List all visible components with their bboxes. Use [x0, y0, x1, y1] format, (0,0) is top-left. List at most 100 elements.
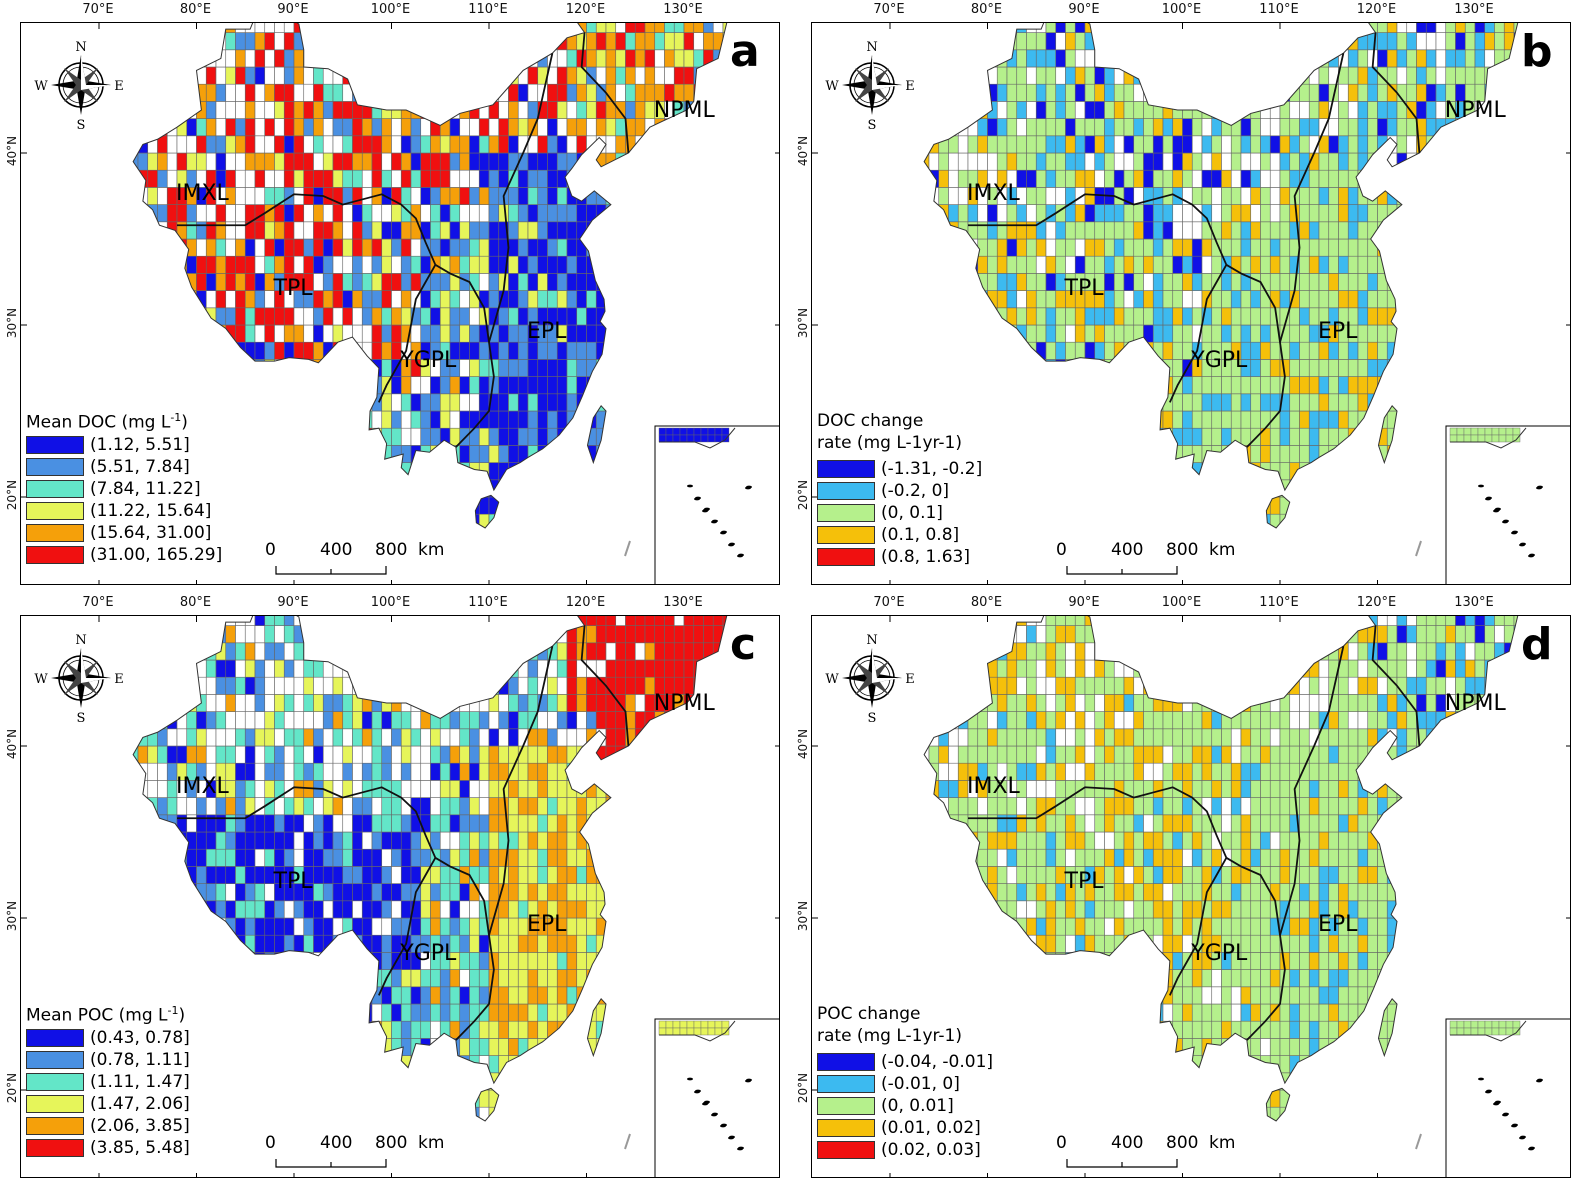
legend-swatch	[817, 1053, 875, 1071]
legend-item: (0.8, 1.63]	[817, 546, 982, 568]
map-panel-c: 70°E 80°E 90°E 100°E 110°E 120°E 130°E 40°N 30°N…	[0, 593, 791, 1186]
legend-label: (7.84, 11.22]	[90, 478, 201, 499]
lon-tick-label: 100°E	[1161, 595, 1202, 610]
map-canvas: N S E W	[812, 23, 1570, 584]
region-label-epl: EPL	[527, 318, 567, 344]
lat-tick-label: 20°N	[5, 479, 19, 511]
region-label-ygpl: YGPL	[400, 940, 457, 966]
region-label-ygpl: YGPL	[1191, 347, 1248, 373]
legend-title-line2: rate (mg L-1yr-1)	[817, 1026, 962, 1046]
legend-swatch	[817, 1141, 875, 1159]
legend-label: (0.8, 1.63]	[881, 547, 970, 567]
legend-item: (0.43, 0.78]	[26, 1027, 190, 1049]
region-label-tpl: TPL	[273, 868, 313, 894]
legend-label: (0, 0.01]	[881, 1096, 954, 1116]
legend-swatch	[26, 501, 84, 520]
legend-swatch	[817, 504, 875, 522]
lon-tick-label: 100°E	[1161, 2, 1202, 17]
region-label-npml: NPML	[1444, 691, 1506, 717]
lat-tick-label: 30°N	[5, 900, 19, 932]
legend-title: Mean DOC (mg L-1)	[26, 411, 188, 433]
region-label-imxl: IMXL	[176, 181, 229, 206]
scale-bar: 0 400 800 km	[265, 1133, 470, 1173]
legend-swatch	[26, 1072, 84, 1091]
lon-tick-label: 70°E	[82, 2, 114, 17]
region-label-imxl: IMXL	[176, 774, 229, 799]
lat-tick-label: 40°N	[5, 135, 19, 167]
svg-text:E: E	[905, 79, 915, 94]
scale-bar: 0 400 800 km	[1056, 540, 1261, 580]
map-panel-b: 70°E 80°E 90°E 100°E 110°E 120°E 130°E 40°N 30°N…	[791, 0, 1582, 593]
legend-label: (-0.01, 0]	[881, 1074, 960, 1094]
legend-label: (1.11, 1.47]	[90, 1071, 190, 1092]
legend-item: (3.85, 5.48]	[26, 1137, 190, 1159]
lon-tick-label: 110°E	[1259, 595, 1299, 610]
region-label-npml: NPML	[653, 98, 715, 124]
legend-label: (0, 0.1]	[881, 503, 943, 523]
legend-label: (15.64, 31.00]	[90, 522, 212, 543]
legend: Mean POC (mg L-1) (0.43, 0.78] (0.78, 1.11…	[26, 1000, 190, 1159]
legend-item: (31.00, 165.29]	[26, 544, 222, 566]
svg-text:W: W	[825, 79, 839, 94]
map-panel-d: 70°E 80°E 90°E 100°E 110°E 120°E 130°E 40°N 30°N…	[791, 593, 1582, 1186]
region-label-tpl: TPL	[273, 275, 313, 301]
lon-tick-label: 90°E	[1068, 595, 1100, 610]
lon-tick-label: 70°E	[82, 595, 114, 610]
legend-label: (11.22, 15.64]	[90, 500, 212, 521]
legend-item: (0.78, 1.11]	[26, 1049, 190, 1071]
legend-label: (0.43, 0.78]	[90, 1027, 190, 1048]
lat-tick-label: 40°N	[5, 728, 19, 760]
legend-swatch	[26, 1050, 84, 1069]
lon-tick-label: 110°E	[468, 595, 508, 610]
region-label-npml: NPML	[653, 691, 715, 717]
lat-tick-label: 30°N	[5, 307, 19, 339]
legend-label: (0.01, 0.02]	[881, 1118, 981, 1138]
lat-tick-label: 30°N	[796, 900, 810, 932]
region-label-ygpl: YGPL	[1191, 940, 1248, 966]
panel-letter: c	[730, 619, 757, 670]
map-panel-a: 70°E 80°E 90°E 100°E 110°E 120°E 130°E 40°N 30°N…	[0, 0, 791, 593]
lat-tick-label: 40°N	[796, 728, 810, 760]
region-label-imxl: IMXL	[967, 774, 1020, 799]
legend-item: (15.64, 31.00]	[26, 522, 222, 544]
region-label-epl: EPL	[1318, 911, 1358, 937]
legend-item: (2.06, 3.85]	[26, 1115, 190, 1137]
lon-tick-label: 120°E	[565, 2, 606, 17]
lon-tick-label: 80°E	[970, 595, 1003, 610]
south-china-sea-inset	[624, 425, 779, 584]
svg-text:W: W	[34, 79, 48, 94]
legend-item: (-0.2, 0]	[817, 480, 982, 502]
panel-letter: a	[730, 26, 760, 77]
legend-title: POC change	[817, 1004, 921, 1024]
legend-title-line2: rate (mg L-1yr-1)	[817, 433, 962, 453]
lon-tick-label: 100°E	[370, 2, 411, 17]
legend-label: (31.00, 165.29]	[90, 544, 223, 565]
region-label-ygpl: YGPL	[400, 347, 457, 373]
lon-tick-label: 90°E	[1068, 2, 1100, 17]
svg-text:N: N	[75, 40, 86, 55]
lon-tick-label: 90°E	[277, 2, 309, 17]
lon-tick-label: 130°E	[663, 2, 703, 17]
lon-tick-label: 120°E	[1356, 595, 1397, 610]
legend-label: (-0.04, -0.01]	[881, 1052, 994, 1072]
legend-item: (0, 0.01]	[817, 1095, 993, 1117]
legend-label: (1.12, 5.51]	[90, 434, 190, 455]
legend-swatch	[26, 479, 84, 498]
legend-item: (1.47, 2.06]	[26, 1093, 190, 1115]
legend-label: (0.1, 0.8]	[881, 525, 960, 545]
legend-label: (3.85, 5.48]	[90, 1137, 190, 1158]
region-label-imxl: IMXL	[967, 181, 1020, 206]
svg-text:E: E	[114, 79, 124, 94]
scale-bar: 0 400 800 km	[265, 540, 470, 580]
legend-item: (-0.04, -0.01]	[817, 1051, 993, 1073]
svg-text:N: N	[866, 40, 877, 55]
legend-label: (2.06, 3.85]	[90, 1115, 190, 1136]
legend-item: (0.01, 0.02]	[817, 1117, 993, 1139]
legend-item: (0, 0.1]	[817, 502, 982, 524]
legend: DOC change rate (mg L-1yr-1) (-1.31, -0.2]…	[817, 410, 982, 568]
panel-letter: b	[1521, 26, 1553, 77]
lon-tick-label: 120°E	[1356, 2, 1397, 17]
